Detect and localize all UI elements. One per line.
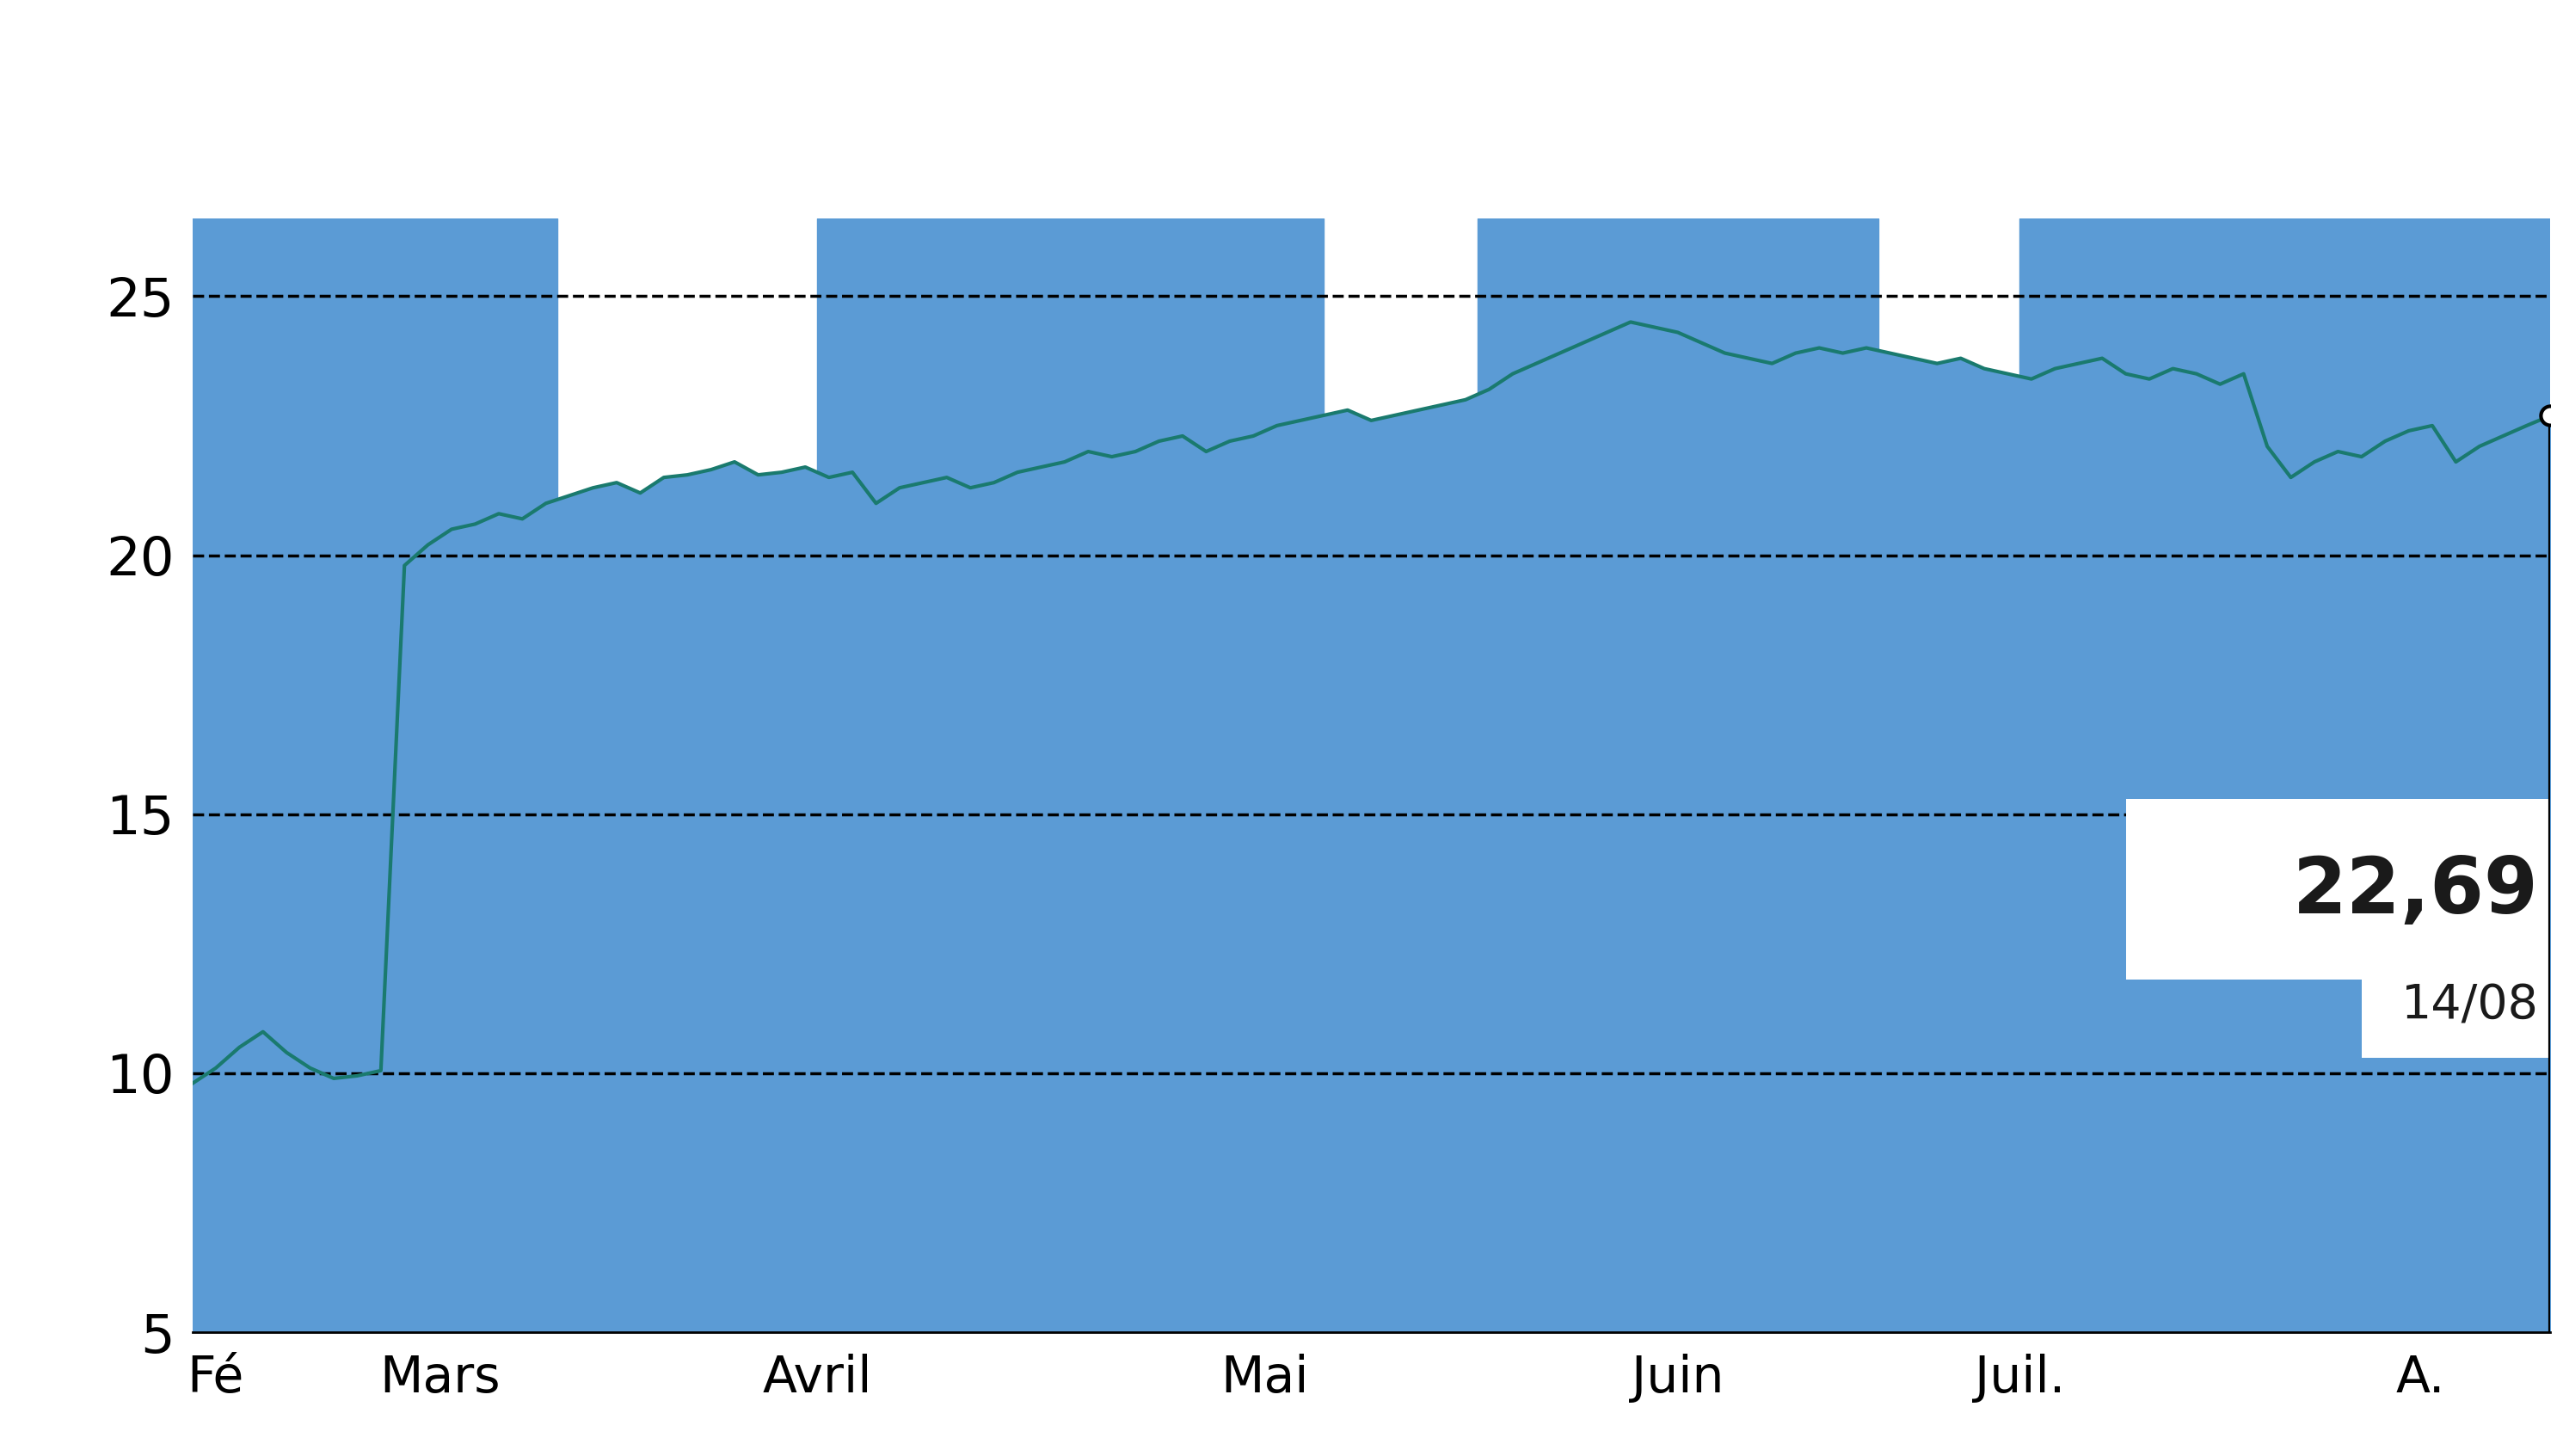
Text: 22,69: 22,69 bbox=[2294, 855, 2537, 930]
Bar bbox=[192, 218, 559, 1332]
FancyBboxPatch shape bbox=[2125, 799, 2550, 980]
FancyBboxPatch shape bbox=[2361, 954, 2563, 1057]
Text: Gladstone Capital Corporation: Gladstone Capital Corporation bbox=[466, 38, 2097, 130]
Bar bbox=[1476, 218, 1879, 1332]
Bar bbox=[2020, 218, 2550, 1332]
Text: 14/08: 14/08 bbox=[2402, 983, 2537, 1029]
Bar bbox=[818, 218, 1325, 1332]
